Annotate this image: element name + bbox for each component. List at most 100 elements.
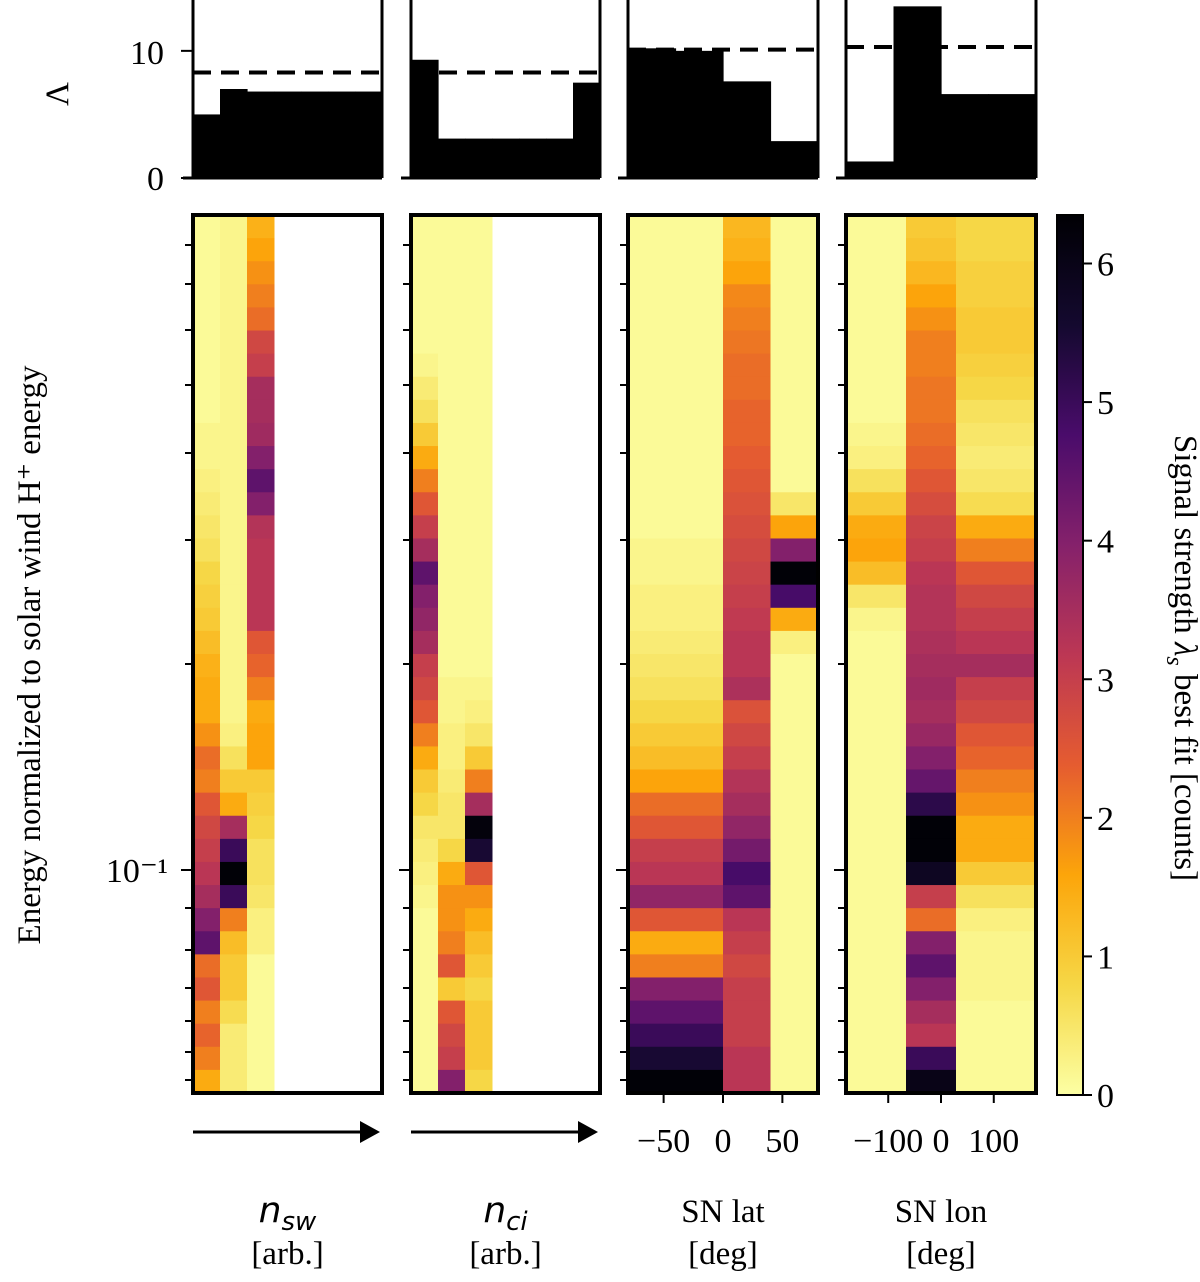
heatmap-cell	[906, 792, 957, 817]
heatmap-cell	[846, 238, 907, 262]
heatmap-cell	[220, 769, 248, 794]
heatmap-cell	[465, 1046, 493, 1071]
heatmap-cell	[247, 330, 275, 355]
heatmap-cell	[193, 931, 221, 955]
heatmap-cell	[723, 353, 771, 378]
heatmap-cell	[438, 1000, 466, 1025]
heatmap-cell	[438, 654, 466, 678]
heatmap-cell	[723, 746, 771, 771]
heatmap-cell	[193, 353, 221, 378]
heatmap-cell	[465, 723, 493, 747]
xtick-label: −50	[637, 1123, 690, 1160]
heatmap-cell	[628, 885, 724, 909]
heatmap-cell	[220, 977, 248, 1002]
heatmap-cell	[770, 861, 819, 886]
heatmap-cell	[438, 215, 466, 239]
heatmap-cell	[247, 538, 275, 563]
panel-unit-nci: [arb.]	[469, 1236, 541, 1272]
heatmap-cell	[628, 353, 724, 378]
histogram-area	[181, 0, 1038, 180]
heatmap-cell	[956, 931, 1037, 955]
heatmap-cell	[770, 792, 819, 817]
histogram-bar	[628, 48, 677, 178]
heatmap-cell	[247, 954, 275, 978]
heatmap-cell	[438, 353, 466, 378]
panel-label-nci: nci	[483, 1190, 528, 1237]
heatmap-cell	[628, 607, 724, 632]
heatmap-cell	[906, 1000, 957, 1025]
heatmap-cell	[411, 885, 439, 909]
heatmap-cell	[723, 446, 771, 470]
heatmap-cell	[247, 815, 275, 840]
heatmap-cell	[411, 630, 439, 655]
heatmap-cell	[465, 677, 493, 701]
heatmap-cell	[723, 422, 771, 447]
heatmap-panel-nci	[399, 213, 602, 1095]
heatmap-cell	[770, 723, 819, 747]
heatmap-cell	[723, 1000, 771, 1025]
heatmap-cell	[193, 261, 221, 285]
heatmap-cell	[956, 215, 1037, 239]
xtick-label: 0	[715, 1123, 732, 1160]
heatmap-cell	[411, 446, 439, 470]
heatmap-cell	[906, 307, 957, 332]
heatmap-cell	[220, 515, 248, 539]
heatmap-cell	[193, 492, 221, 516]
heatmap-cell	[906, 908, 957, 932]
heatmap-cell	[247, 792, 275, 817]
panel-label-sn-lon: SN lon	[895, 1194, 988, 1230]
heatmap-cell	[438, 908, 466, 932]
heatmap-cell	[956, 492, 1037, 516]
heatmap-cell	[220, 1000, 248, 1025]
heatmap-cell	[220, 792, 248, 817]
heatmap-cell	[846, 723, 907, 747]
heatmap-cell	[193, 607, 221, 632]
heatmap-cell	[846, 1046, 907, 1071]
heatmap-cell	[247, 561, 275, 586]
heatmap-cell	[846, 376, 907, 401]
heatmap-cell	[628, 307, 724, 332]
histogram-bar	[988, 94, 1037, 178]
heatmap-cell	[220, 376, 248, 401]
heatmap-cell	[438, 815, 466, 840]
heatmap-cell	[628, 838, 724, 863]
heatmap-cell	[770, 238, 819, 262]
heatmap-cell	[846, 538, 907, 563]
heatmap-cell	[411, 1069, 439, 1094]
histogram-panel-sn-lon	[836, 0, 1038, 180]
heatmap-cell	[956, 746, 1037, 771]
colorbar-tick-label: 1	[1097, 939, 1114, 976]
heatmap-cell	[956, 977, 1037, 1002]
heatmap-cell	[846, 422, 907, 447]
heatmap-cell	[723, 838, 771, 863]
heatmap-cell	[220, 446, 248, 470]
heatmap-cell	[770, 885, 819, 909]
heatmap-cell	[770, 654, 819, 678]
colorbar: 0 1 2 3 4 5 6	[1056, 214, 1114, 1115]
heatmap-cell	[723, 954, 771, 978]
colorbar-tick-label: 4	[1097, 524, 1114, 561]
heatmap-cell	[247, 607, 275, 632]
heatmap-cell	[411, 746, 439, 771]
heatmap-ylabel: Energy normalized to solar wind H⁺ energ…	[12, 365, 48, 944]
heatmap-cell	[465, 746, 493, 771]
heatmap-cell	[465, 376, 493, 401]
heatmap-cell	[723, 723, 771, 747]
heatmap-cell	[770, 769, 819, 794]
heatmap-cell	[411, 584, 439, 609]
heatmap-cell	[906, 284, 957, 308]
heatmap-cell	[438, 399, 466, 424]
heatmap-cell	[220, 330, 248, 355]
heatmap-cell	[247, 238, 275, 262]
heatmap-cell	[220, 215, 248, 239]
heatmap-cell	[770, 1046, 819, 1071]
heatmap-cell	[956, 330, 1037, 355]
heatmap-cell	[956, 861, 1037, 886]
heatmap-cell	[220, 399, 248, 424]
heatmap-cell	[438, 723, 466, 747]
heatmap-cell	[411, 654, 439, 678]
heatmap-cell	[247, 515, 275, 539]
heatmap-cell	[220, 931, 248, 955]
heatmap-cell	[956, 353, 1037, 378]
heatmap-cell	[956, 1046, 1037, 1071]
